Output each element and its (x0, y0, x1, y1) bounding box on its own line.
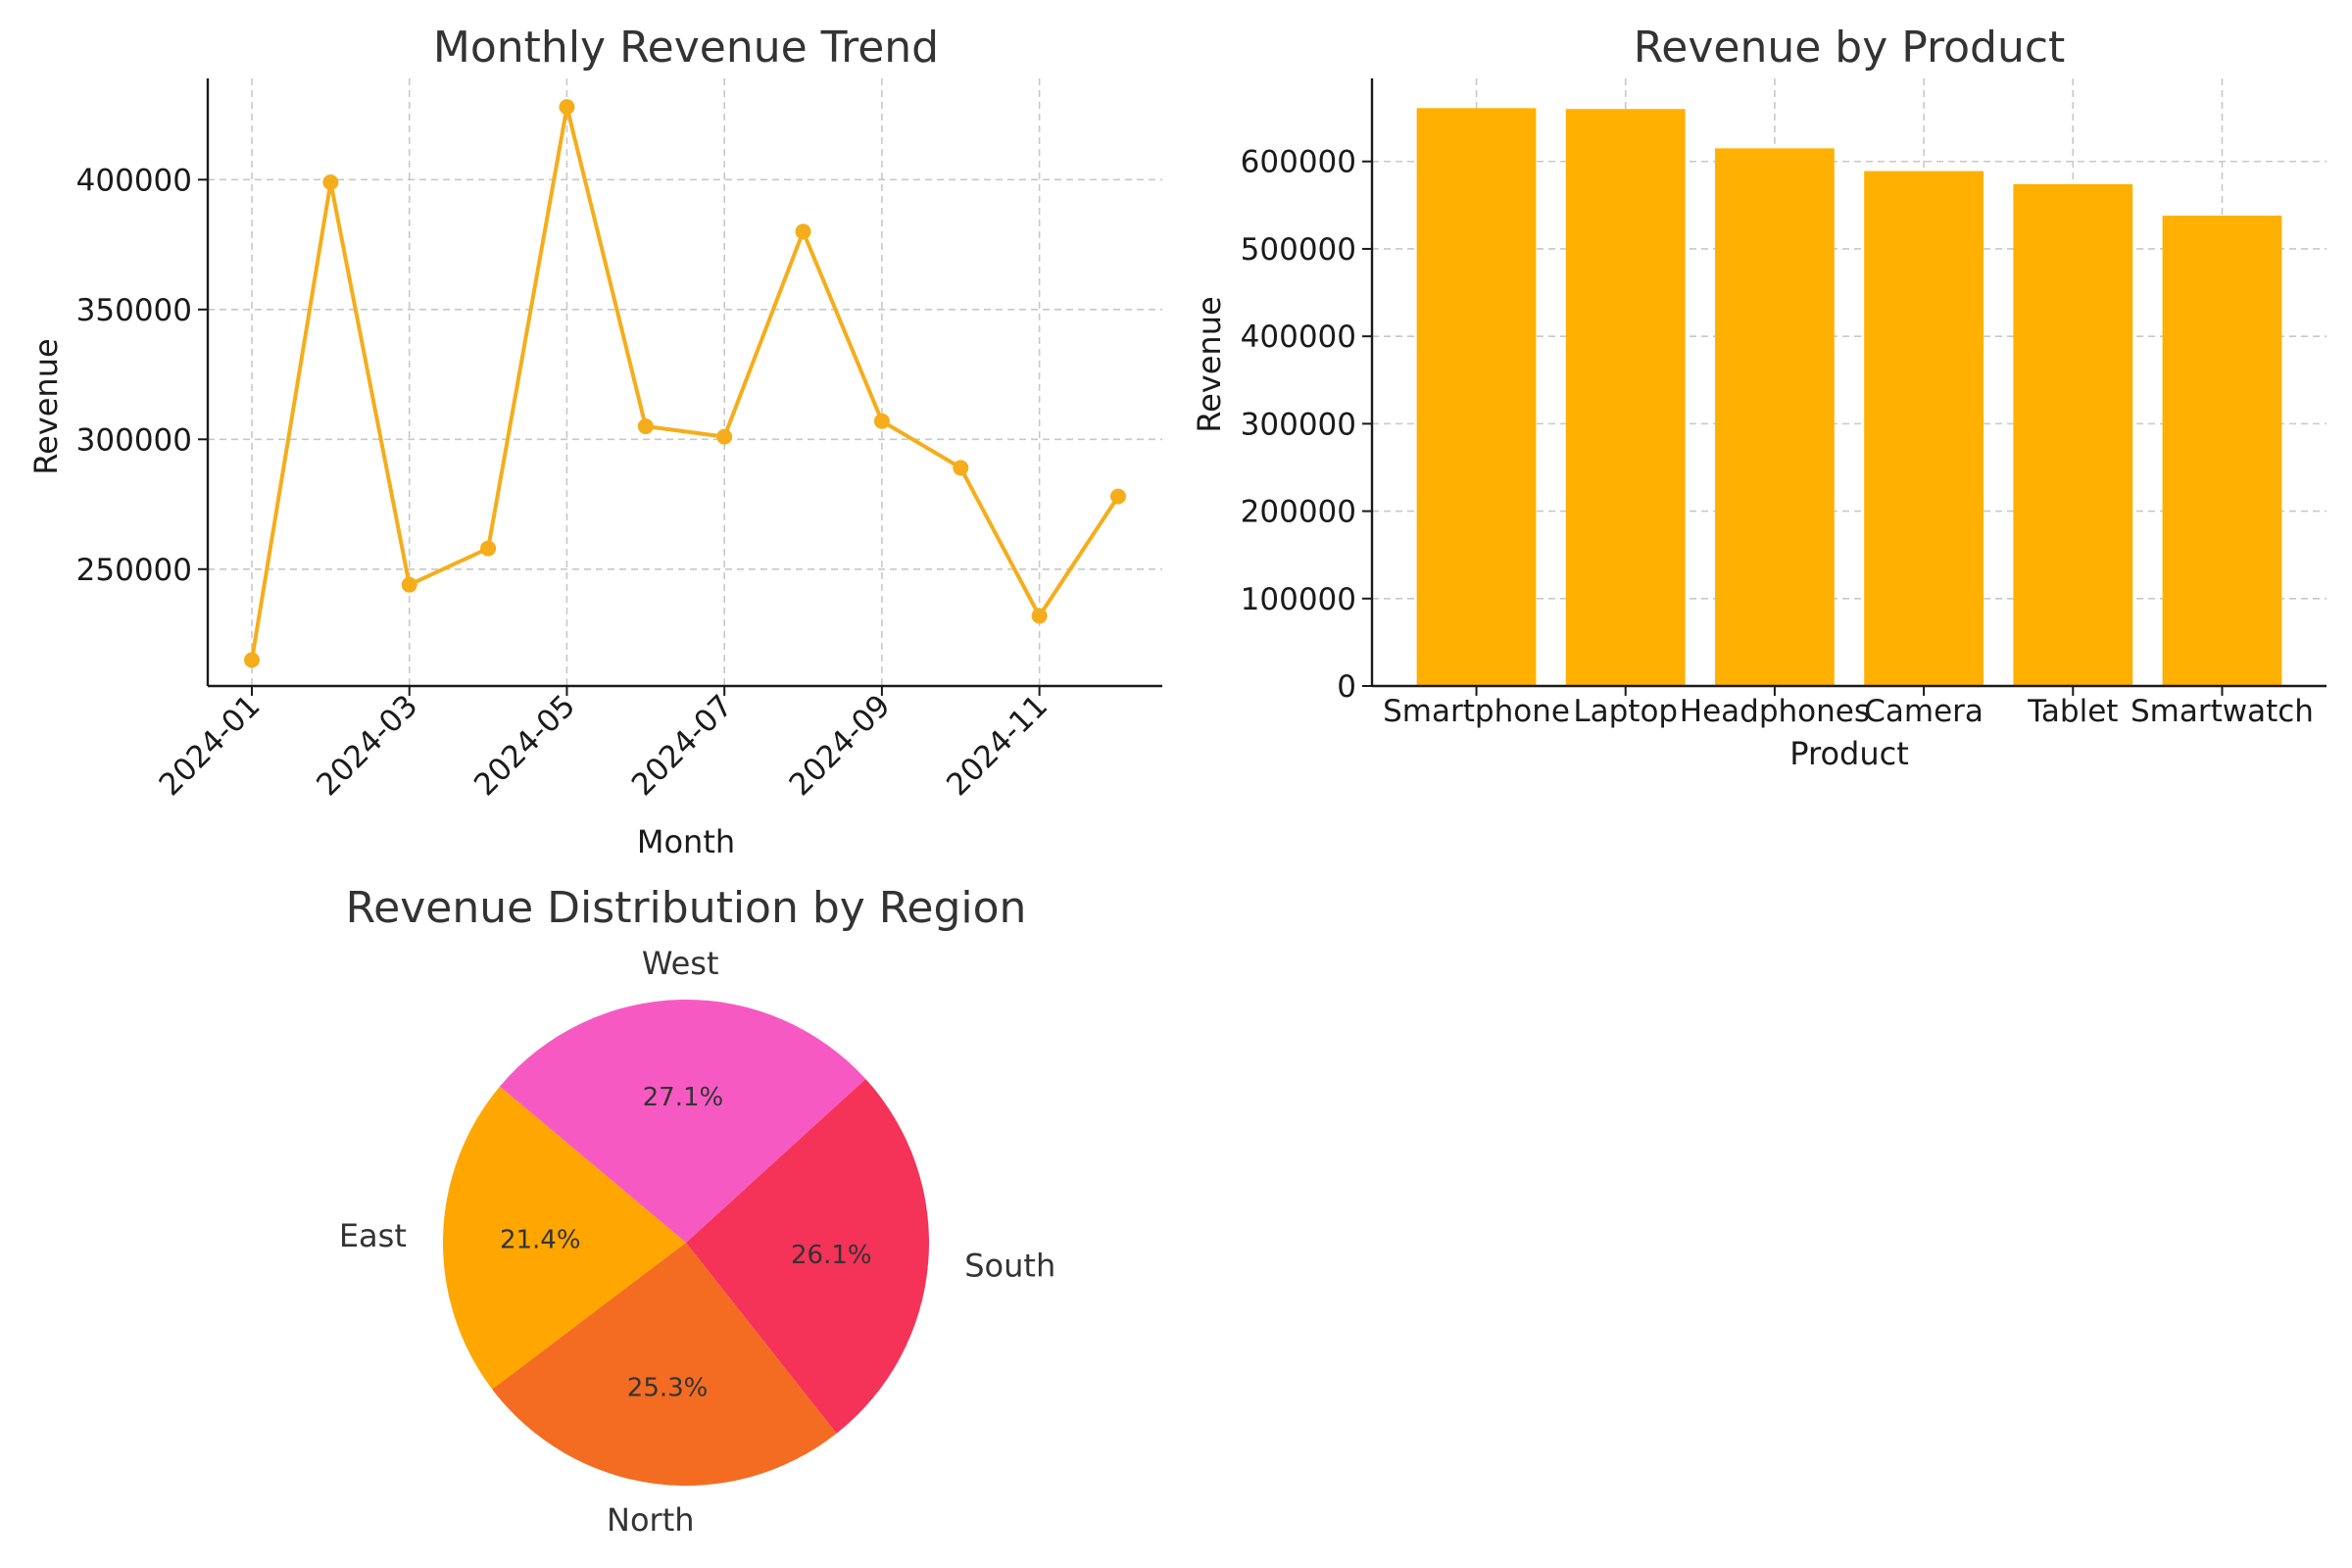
pie-labels: East 21.4% North 25.3% South 26.1% West 27.1% (339, 945, 1055, 1539)
bar-x-tick-label: Smartphone (1383, 694, 1570, 729)
bar-chart-y-ticks: 0 100000 200000 300000 400000 500000 600000 (1241, 145, 1372, 705)
pie-percent-label: 25.3% (627, 1374, 709, 1403)
line-y-tick-label: 250000 (76, 553, 192, 588)
pie-category-label: North (607, 1501, 695, 1539)
line-point (1110, 488, 1126, 505)
line-point (716, 428, 733, 445)
line-point (873, 413, 890, 429)
bar-x-tick-label: Camera (1864, 694, 1984, 729)
bar-x-tick-label: Smartwatch (2131, 694, 2314, 729)
pie-percent-label: 27.1% (643, 1083, 724, 1112)
bar (2013, 183, 2133, 686)
line-point (953, 460, 969, 476)
bar-chart-x-label: Product (1789, 735, 1909, 772)
bar-chart-y-label: Revenue (1191, 296, 1228, 432)
bar-y-tick-label: 200000 (1241, 495, 1356, 530)
line-point (795, 223, 811, 240)
line-point (637, 418, 654, 435)
line-chart-grid (208, 78, 1162, 686)
bar-chart-title: Revenue by Product (1634, 23, 2066, 73)
line-x-tick-label: 2024-01 (153, 688, 268, 803)
line-point (322, 173, 339, 190)
line-series-path (250, 105, 1120, 661)
line-chart: Monthly Revenue Trend 250000 300000 350000… (27, 23, 1162, 860)
line-chart-title: Monthly Revenue Trend (433, 23, 939, 73)
bar-series (1416, 108, 2282, 686)
bar-y-tick-label: 500000 (1241, 232, 1356, 268)
bar-chart-axes (1370, 78, 2327, 688)
line-x-tick-label: 2024-03 (310, 688, 424, 803)
line-point (480, 540, 497, 557)
bar-chart: Revenue by Product 0 100000 200000 300000 40… (1191, 23, 2327, 772)
pie-slice (686, 1078, 930, 1434)
bar-x-tick-label: Tablet (2027, 694, 2118, 729)
bar-y-tick-label: 100000 (1241, 582, 1356, 617)
bar (1864, 171, 1984, 686)
line-point (401, 576, 417, 593)
bar-x-tick-label: Laptop (1573, 694, 1678, 729)
bar-y-tick-label: 300000 (1241, 407, 1356, 442)
line-point (1031, 608, 1048, 624)
line-x-tick-label: 2024-09 (783, 688, 898, 803)
pie-percent-label: 21.4% (500, 1225, 581, 1254)
line-series (244, 99, 1126, 668)
line-x-tick-label: 2024-07 (625, 688, 740, 803)
bar (1715, 148, 1835, 686)
pie-category-label: East (339, 1217, 407, 1254)
pie-slices (442, 999, 930, 1487)
pie-percent-label: 26.1% (791, 1241, 872, 1270)
line-x-tick-label: 2024-11 (940, 688, 1054, 803)
line-y-tick-label: 350000 (76, 293, 192, 328)
bar (2162, 216, 2282, 686)
bar (1416, 108, 1537, 686)
line-chart-axes (206, 78, 1162, 688)
pie-slice (442, 1086, 686, 1390)
bar (1565, 109, 1686, 686)
pie-chart: Revenue Distribution by Region East 21.4%… (339, 883, 1055, 1539)
bar-y-tick-label: 600000 (1241, 145, 1356, 180)
line-point (559, 99, 575, 116)
line-y-tick-label: 400000 (76, 163, 192, 198)
line-y-tick-label: 300000 (76, 422, 192, 458)
line-chart-y-ticks: 250000 300000 350000 400000 (76, 163, 208, 588)
bar-y-tick-label: 400000 (1241, 319, 1356, 355)
pie-slice (500, 999, 866, 1243)
pie-chart-title: Revenue Distribution by Region (346, 883, 1027, 933)
bar-x-tick-label: Headphones (1680, 694, 1870, 729)
line-chart-x-ticks: 2024-01 2024-03 2024-05 2024-07 2024-09 2024-… (153, 686, 1054, 803)
pie-category-label: South (964, 1247, 1055, 1284)
line-chart-x-label: Month (637, 823, 735, 860)
line-chart-y-label: Revenue (27, 338, 65, 474)
line-x-tick-label: 2024-05 (467, 688, 582, 803)
line-point (244, 652, 260, 668)
pie-category-label: West (642, 945, 719, 982)
pie-slice (492, 1243, 837, 1487)
bar-y-tick-label: 0 (1337, 669, 1356, 705)
